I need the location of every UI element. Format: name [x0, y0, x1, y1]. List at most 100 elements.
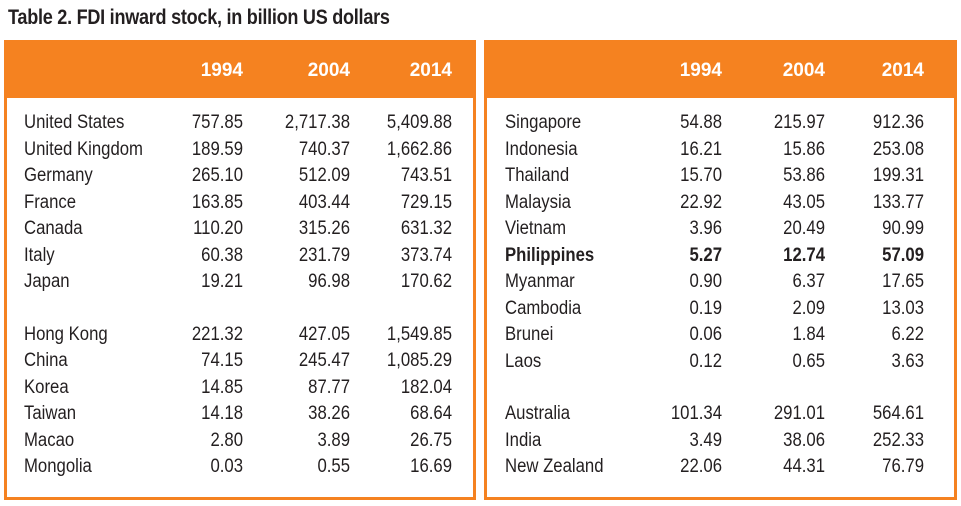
cell-2014: 743.51: [400, 165, 452, 186]
row-label: France: [24, 191, 77, 213]
right-table-panel: 1994 2004 2014 Singapore 54.88 215.97 912.3…: [484, 40, 957, 500]
cell-2014: 1,662.86: [386, 138, 452, 160]
cell-2004: 3.89: [317, 429, 350, 451]
row-label: Italy: [24, 244, 55, 266]
cell-2004: 0.55: [317, 456, 350, 477]
cell-2004: 96.98: [308, 271, 350, 292]
row-label: Australia: [505, 403, 571, 424]
cell-2004: 291.01: [773, 403, 825, 424]
cell-1994: 110.20: [193, 218, 243, 239]
row-label: Mongolia: [24, 456, 92, 477]
table-title: Table 2. FDI inward stock, in billion US…: [8, 6, 390, 29]
row-label: Philippines: [505, 244, 595, 266]
cell-2014: 252.33: [872, 429, 924, 451]
left-table-header: 1994 2004 2014: [7, 43, 473, 98]
cell-2014: 1,085.29: [386, 350, 452, 371]
year-header-2014: 2014: [881, 60, 924, 81]
row-label: Singapore: [505, 112, 582, 133]
row-label: New Zealand: [505, 456, 604, 477]
year-header-2004: 2004: [782, 60, 825, 81]
cell-2004: 53.86: [783, 165, 825, 186]
cell-2014: 631.32: [400, 218, 452, 239]
cell-2004: 38.26: [308, 403, 350, 424]
cell-1994: 14.18: [201, 403, 243, 424]
cell-2004: 427.05: [298, 323, 350, 345]
cell-2004: 2.09: [792, 297, 825, 319]
cell-1994: 163.85: [191, 191, 243, 213]
cell-2014: 912.36: [872, 112, 924, 133]
cell-1994: 22.06: [680, 456, 722, 477]
row-label: Indonesia: [505, 138, 578, 160]
cell-2014: 6.22: [891, 324, 924, 345]
cell-2004: 245.47: [298, 350, 350, 371]
cell-1994: 189.59: [191, 138, 243, 160]
cell-2004: 0.65: [792, 350, 825, 372]
row-label: Myanmar: [505, 271, 575, 292]
cell-1994: 19.21: [201, 271, 243, 292]
cell-2014: 68.64: [410, 403, 452, 424]
cell-2014: 253.08: [872, 138, 924, 160]
cell-2004: 2,717.38: [284, 112, 350, 133]
cell-2004: 315.26: [298, 218, 350, 239]
right-table-header: 1994 2004 2014: [487, 43, 954, 98]
cell-1994: 16.21: [680, 138, 722, 160]
row-label: United States: [24, 112, 125, 133]
year-header-1994: 1994: [200, 60, 243, 81]
cell-2014: 57.09: [882, 244, 924, 266]
cell-2014: 170.62: [400, 271, 452, 292]
cell-1994: 757.85: [191, 112, 243, 133]
cell-2004: 6.37: [792, 271, 825, 292]
cell-1994: 14.85: [201, 376, 243, 398]
row-label: Malaysia: [505, 191, 571, 213]
cell-1994: 22.92: [680, 191, 722, 213]
row-label: Canada: [24, 218, 83, 239]
row-label: Brunei: [505, 324, 554, 345]
row-label: Taiwan: [24, 403, 77, 424]
cell-2014: 373.74: [400, 244, 452, 266]
left-table-panel: 1994 2004 2014 United States 757.85 2,717.…: [4, 40, 476, 500]
cell-2004: 1.84: [792, 324, 825, 345]
row-label: Japan: [24, 271, 70, 292]
cell-2004: 740.37: [298, 138, 350, 160]
year-header-1994: 1994: [679, 60, 722, 81]
cell-2004: 403.44: [298, 191, 350, 213]
cell-2014: 76.79: [882, 456, 924, 477]
cell-2014: 13.03: [882, 297, 924, 319]
cell-1994: 0.03: [210, 456, 243, 477]
cell-2004: 44.31: [783, 456, 825, 477]
cell-1994: 15.70: [680, 165, 722, 186]
cell-1994: 0.06: [689, 324, 722, 345]
cell-2004: 12.74: [783, 244, 825, 266]
cell-1994: 74.15: [201, 350, 243, 371]
cell-1994: 0.19: [689, 297, 722, 319]
row-label: Cambodia: [505, 297, 582, 319]
cell-2004: 20.49: [783, 218, 825, 239]
cell-2014: 3.63: [891, 350, 924, 372]
year-header-2004: 2004: [307, 60, 350, 81]
cell-1994: 3.96: [689, 218, 722, 239]
cell-2014: 26.75: [410, 429, 452, 451]
row-label: Thailand: [505, 165, 570, 186]
row-label: Vietnam: [505, 218, 567, 239]
cell-2014: 90.99: [882, 218, 924, 239]
cell-1994: 60.38: [201, 244, 243, 266]
cell-2014: 16.69: [410, 456, 452, 477]
cell-1994: 0.12: [689, 350, 722, 372]
cell-2014: 729.15: [400, 191, 452, 213]
cell-2004: 43.05: [783, 191, 825, 213]
cell-2014: 133.77: [872, 191, 924, 213]
cell-2004: 15.86: [783, 138, 825, 160]
row-label: Laos: [505, 350, 542, 372]
row-label: Korea: [24, 376, 69, 398]
cell-1994: 101.34: [670, 403, 722, 424]
row-label: Macao: [24, 429, 75, 451]
cell-1994: 2.80: [210, 429, 243, 451]
row-label: United Kingdom: [24, 138, 143, 160]
row-label: China: [24, 350, 68, 371]
year-header-2014: 2014: [409, 60, 452, 81]
cell-1994: 0.90: [689, 271, 722, 292]
cell-2014: 182.04: [400, 376, 452, 398]
cell-2004: 215.97: [773, 112, 825, 133]
cell-2014: 1,549.85: [386, 323, 452, 345]
cell-2004: 512.09: [298, 165, 350, 186]
